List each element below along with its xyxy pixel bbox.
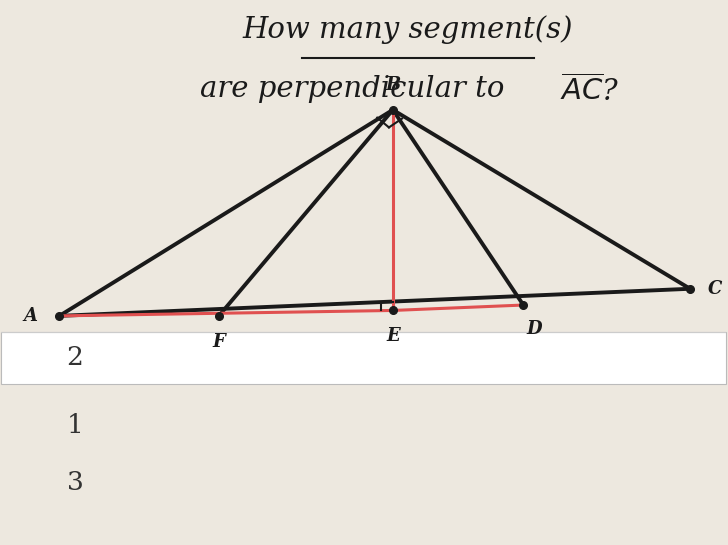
Text: D: D <box>526 320 542 338</box>
Text: 3: 3 <box>67 470 84 495</box>
Text: 2: 2 <box>67 346 84 371</box>
FancyBboxPatch shape <box>1 332 727 384</box>
Text: $\overline{AC}$?: $\overline{AC}$? <box>560 75 620 107</box>
Text: How many segment(s): How many segment(s) <box>242 15 573 44</box>
Text: 1: 1 <box>67 413 84 438</box>
Text: are perpendicular to: are perpendicular to <box>199 75 513 102</box>
Text: F: F <box>213 333 225 351</box>
Text: B: B <box>385 76 400 94</box>
Text: A: A <box>23 307 38 325</box>
Text: C: C <box>708 280 723 298</box>
Text: E: E <box>386 328 400 346</box>
